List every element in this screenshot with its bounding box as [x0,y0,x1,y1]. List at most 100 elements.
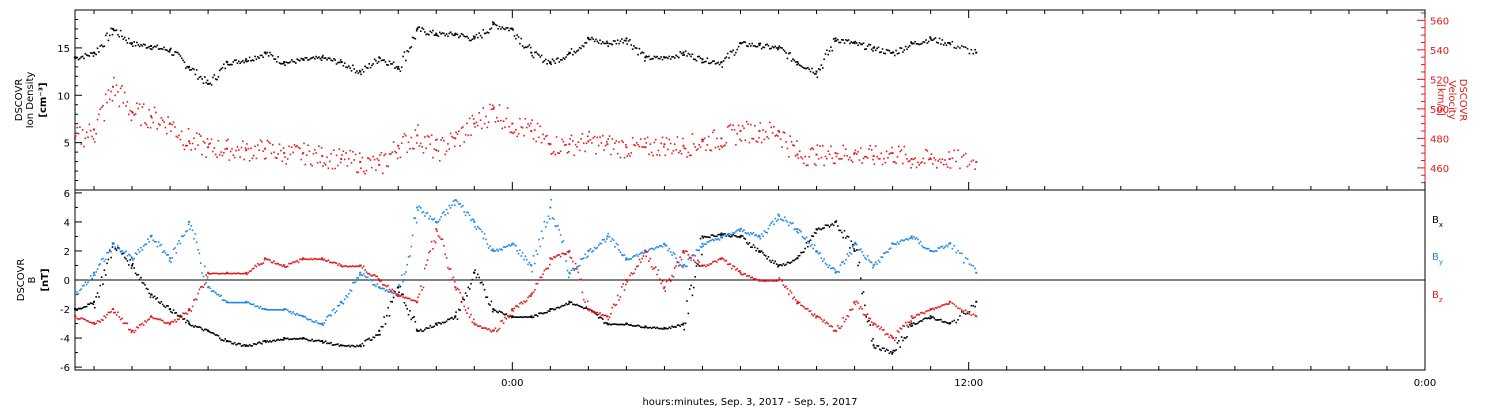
bz-point [975,315,978,318]
bx-point [397,286,400,289]
ion-density-point [340,61,343,64]
bz-series [74,228,978,342]
bx-point [815,228,818,231]
velocity-point [644,146,647,149]
by-point [416,206,419,209]
bottom-ytick: -2 [60,305,70,316]
velocity-point [853,152,856,155]
bx-point [207,329,210,332]
by-point [758,235,761,238]
bx-point [245,344,248,347]
bz-point [853,300,856,303]
bottom-left-ylabel-line1: DSCOVR [16,259,27,302]
ion-density-point [378,56,381,59]
top-left-ylabel-line1: DSCOVR [14,79,25,122]
top-right-ytick: 540 [1430,46,1449,57]
top-right-ylabel: DSCOVR Velocity [km/s] [1435,79,1468,122]
velocity-point [891,152,894,155]
x-tick-label: 0:00 [1414,378,1436,389]
top-right-ytick: 500 [1430,105,1449,116]
by-point [93,271,96,274]
x-tick-label: 12:00 [954,378,983,389]
bz-point [720,257,723,260]
by-point [625,257,628,260]
bx-point [378,329,381,332]
top-left-ylabel-line2: Ion Density [25,72,36,129]
by-point [340,300,343,303]
velocity-point [188,140,191,143]
velocity-point [283,152,286,155]
bz-point [397,293,400,296]
bz-point [625,279,628,281]
velocity-point [302,152,305,155]
bz-point [340,264,343,267]
bz-point [549,257,552,260]
by-point [492,249,495,252]
bz-point [378,279,381,281]
velocity-point [815,153,818,156]
ion-density-point [245,58,248,61]
bz-point [473,322,476,325]
bx-point [549,308,552,311]
bz-point [264,257,267,260]
bz-point [606,315,609,318]
bz-point [739,271,742,274]
bz-point [758,279,761,281]
bz-point [169,322,172,325]
bx-point [975,300,978,303]
velocity-point [378,163,381,166]
ion-density-point [549,61,552,64]
bx-point [872,344,875,347]
by-point [245,300,248,303]
ion-density-point [587,37,590,40]
legend-by-main: B [1432,252,1439,263]
velocity-point [568,143,571,146]
velocity-point [112,85,115,88]
bz-point [644,249,647,252]
by-point [853,242,856,245]
by-point [112,242,115,245]
ion-density-point [321,56,324,59]
ion-density-point [777,46,780,49]
velocity-point [473,122,476,125]
by-point [131,257,134,260]
bz-point [777,279,780,281]
velocity-point [169,122,172,125]
velocity-point [701,140,704,143]
bottom-ytick: -6 [60,363,70,374]
top-right-ylabel-line3: [km/s] [1435,84,1446,116]
bx-point [663,326,666,329]
bx-point [644,325,647,328]
velocity-point [321,155,324,158]
ion-density-point [188,65,191,68]
bx-point [264,339,267,342]
legend-bz-sub: z [1439,296,1443,304]
bx-point [511,315,514,318]
bottom-left-ylabel-line3: [nT] [40,268,51,291]
x-axis: 0:00 12:00 0:00 [93,10,1436,389]
ion-density-point [131,42,134,45]
velocity-point [834,152,837,155]
by-point [378,286,381,289]
legend: Bx By Bz [1432,215,1443,304]
ion-density-point [796,61,799,64]
bz-point [112,308,115,311]
velocity-point [74,137,76,140]
velocity-point [454,137,457,140]
by-point [815,249,818,252]
velocity-point [131,110,134,113]
ion-density-point [74,56,76,59]
ion-density-point [872,46,875,49]
bx-point [929,315,932,318]
legend-bx-sub: x [1439,221,1443,229]
bx-point [720,232,723,235]
bottom-ytick: 2 [64,247,70,258]
bx-point [701,235,704,238]
velocity-series [74,76,978,175]
bz-point [131,329,134,332]
ion-density-point [625,37,628,40]
by-point [169,257,172,260]
by-point [587,249,590,252]
by-point [606,235,609,238]
